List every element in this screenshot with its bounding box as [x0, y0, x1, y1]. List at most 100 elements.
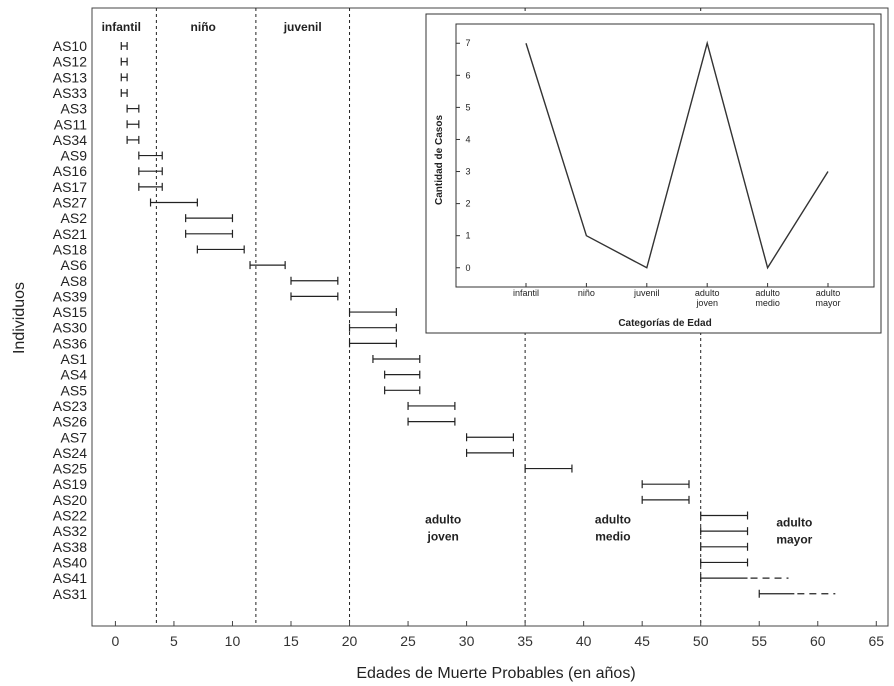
inset-x-tick-label: adulto mayor [815, 288, 840, 308]
individual-label: AS41 [53, 570, 87, 586]
age-category-label-line: adulto [595, 512, 631, 526]
inset-plot-area [455, 23, 875, 288]
age-category-label-line: medio [595, 529, 630, 543]
inset-y-tick-label: 0 [465, 263, 470, 273]
x-tick-label: 5 [170, 633, 178, 649]
individual-label: AS11 [54, 116, 87, 132]
inset-frame [425, 13, 882, 334]
individual-label: AS4 [61, 367, 88, 383]
inset-x-tick-label: infantil [513, 288, 539, 298]
individual-label: AS10 [53, 38, 87, 54]
individual-label: AS7 [61, 429, 88, 445]
y-axis-title: Individuos [11, 282, 28, 354]
individual-label: AS12 [53, 54, 87, 70]
x-tick-label: 50 [693, 633, 709, 649]
individual-label: AS31 [53, 586, 87, 602]
inset-y-tick-label: 1 [465, 231, 470, 241]
individual-label: AS34 [53, 132, 87, 148]
individual-label: AS25 [53, 461, 87, 477]
inset-y-ticks: 0 1 2 3 4 5 6 7 [456, 38, 471, 273]
individual-label: AS2 [61, 210, 88, 226]
age-category-label-line: adulto [776, 515, 812, 529]
inset-y-axis-title: Cantidad de Casos [434, 115, 445, 205]
age-category-label-line: niño [191, 20, 216, 34]
inset-y-tick-label: 7 [465, 38, 470, 48]
x-tick-label: 25 [400, 633, 416, 649]
inset-x-tick-label-line: medio [755, 298, 780, 308]
x-tick-label: 65 [869, 633, 885, 649]
x-tick-label: 60 [810, 633, 826, 649]
individual-label: AS16 [53, 163, 87, 179]
inset-x-tick-label-line: adulto [816, 288, 841, 298]
individual-label: AS15 [53, 304, 87, 320]
age-category-label: niño [191, 20, 216, 34]
age-category-label-line: adulto [425, 512, 461, 526]
individual-label: AS22 [53, 508, 87, 524]
individual-label: AS17 [53, 179, 87, 195]
individual-label: AS8 [61, 273, 88, 289]
inset-x-tick-label-line: niño [578, 288, 595, 298]
age-category-label: adulto joven [425, 512, 461, 543]
individual-label: AS20 [53, 492, 87, 508]
individual-label: AS30 [53, 320, 87, 336]
inset-x-tick-label-line: adulto [755, 288, 780, 298]
inset-series-line [525, 40, 829, 270]
individual-label: AS13 [53, 69, 87, 85]
age-category-label-line: joven [427, 529, 459, 543]
individual-label: AS38 [53, 539, 87, 555]
inset-x-tick-label: adulto joven [695, 288, 720, 308]
inset-y-tick-label: 3 [465, 167, 470, 177]
interval-bars [120, 42, 836, 598]
x-tick-label: 15 [283, 633, 299, 649]
inset-x-tick-label-line: adulto [695, 288, 720, 298]
age-category-label-line: infantil [102, 20, 141, 34]
inset-y-tick-label: 5 [465, 102, 470, 112]
x-tick-label: 45 [634, 633, 650, 649]
inset-x-tick-label-line: mayor [815, 298, 840, 308]
individual-label: AS24 [53, 445, 87, 461]
x-tick-label: 40 [576, 633, 592, 649]
individual-label: AS40 [53, 554, 87, 570]
individual-label: AS26 [53, 414, 87, 430]
inset-y-tick-label: 4 [465, 134, 470, 144]
age-category-label: infantil [102, 20, 141, 34]
x-tick-label: 10 [225, 633, 241, 649]
individual-labels: AS10AS12AS13AS33AS3AS11AS34AS9AS16AS17AS… [53, 38, 87, 602]
age-category-label: adulto medio [595, 512, 631, 543]
age-category-label: juvenil [283, 20, 322, 34]
x-tick-label: 0 [112, 633, 120, 649]
individual-label: AS1 [61, 351, 88, 367]
inset-x-tick-label: juvenil [633, 288, 660, 298]
individual-label: AS18 [53, 241, 87, 257]
x-tick-label: 20 [342, 633, 358, 649]
inset-y-tick-label: 2 [465, 199, 470, 209]
individual-label: AS19 [53, 476, 87, 492]
inset-y-tick-label: 6 [465, 70, 470, 80]
plot-frame [91, 7, 889, 627]
individual-label: AS9 [61, 148, 88, 164]
individual-label: AS6 [61, 257, 88, 273]
individual-label: AS23 [53, 398, 87, 414]
x-axis-ticks: 0 5 10 15 20 25 30 35 40 45 50 55 60 65 [112, 621, 885, 649]
inset-x-tick-label: niño [578, 288, 595, 298]
individual-label: AS27 [53, 195, 87, 211]
age-category-label-line: juvenil [283, 20, 322, 34]
age-category-label: adulto mayor [776, 515, 812, 546]
individual-label: AS21 [53, 226, 87, 242]
individual-label: AS36 [53, 335, 87, 351]
inset-x-tick-label-line: infantil [513, 288, 539, 298]
individual-label: AS32 [53, 523, 87, 539]
inset-x-tick-label: adulto medio [755, 288, 780, 308]
individual-label: AS39 [53, 288, 87, 304]
individual-label: AS5 [61, 382, 88, 398]
inset-x-tick-label-line: joven [695, 298, 718, 308]
age-category-label-line: mayor [776, 532, 812, 546]
inset-x-axis-title: Categorías de Edad [618, 318, 711, 329]
inset-x-tick-label-line: juvenil [633, 288, 660, 298]
x-axis-title: Edades de Muerte Probables (en años) [356, 665, 635, 682]
x-tick-label: 30 [459, 633, 475, 649]
